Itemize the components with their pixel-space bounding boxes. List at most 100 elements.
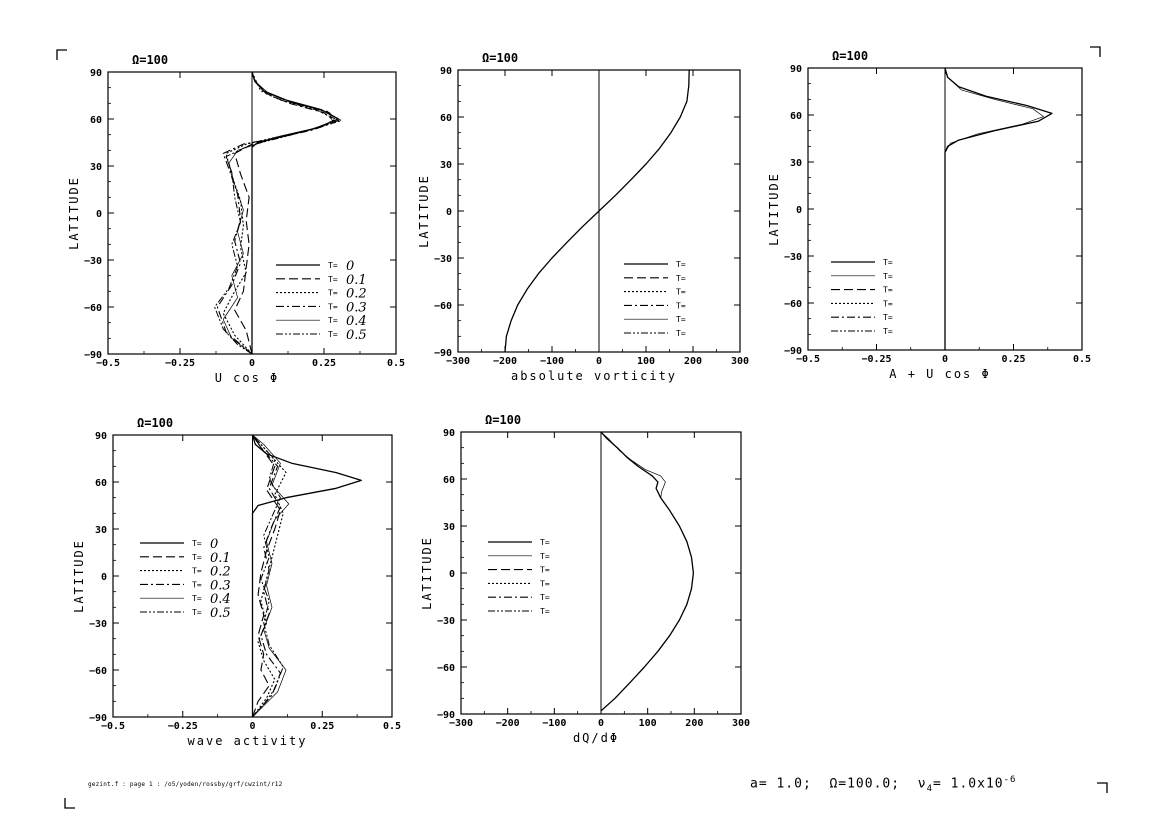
crop-mark-top-right: [1090, 46, 1101, 57]
x-tick-label: −300: [449, 718, 473, 729]
crop-mark-bottom-right: [1097, 782, 1108, 793]
series-line-1: [600, 431, 695, 712]
legend-value-2: 0.1: [346, 273, 367, 288]
y-tick-label: 90: [95, 431, 107, 442]
y-axis-label: LATITUDE: [420, 536, 434, 610]
y-tick-label: 90: [440, 66, 452, 77]
y-tick-label: −60: [784, 299, 802, 310]
x-axis-label: A + U cos Φ: [889, 367, 990, 381]
y-tick-label: 90: [90, 68, 102, 79]
y-tick-label: 60: [443, 475, 455, 486]
legend-label-3: T=: [676, 288, 686, 297]
legend-label-5: T=: [540, 593, 550, 602]
legend-label-2: T=: [883, 272, 893, 281]
legend-label-6: T=: [328, 330, 338, 339]
legend-label-3: T=: [192, 567, 202, 576]
x-tick-label: −0.25: [861, 354, 891, 365]
x-tick-label: 0.5: [383, 721, 401, 732]
series-line-2: [234, 71, 339, 355]
y-axis-label: LATITUDE: [67, 176, 81, 250]
y-tick-label: 30: [443, 522, 455, 533]
crop-marks: [56, 46, 1108, 809]
x-tick-label: −0.5: [796, 354, 820, 365]
legend-label-2: T=: [540, 552, 550, 561]
chart-panel-5: −300 −200 −100 0 100 200 300−90−60−300306090Ω=…: [420, 413, 750, 745]
x-tick-label: 0.25: [312, 358, 336, 369]
x-tick-label: 300: [732, 718, 750, 729]
x-tick-label: −0.25: [168, 721, 198, 732]
y-tick-label: 0: [446, 207, 452, 218]
series-line-6: [214, 71, 336, 355]
param-nu-value: = 1.0x10: [932, 776, 1004, 792]
chart-panel-2: −300 −200 −100 0 100 200 300−90−60−300306090Ω=…: [417, 51, 749, 383]
y-tick-label: 0: [449, 569, 455, 580]
x-tick-label: 200: [685, 718, 703, 729]
series-line-4: [216, 71, 337, 355]
legend-label-4: T=: [676, 301, 686, 310]
param-a: a= 1.0;: [750, 776, 812, 792]
x-tick-label: −100: [540, 356, 564, 367]
legend-value-2: 0.1: [210, 551, 231, 566]
param-omega: Ω=100.0;: [829, 776, 901, 792]
y-tick-label: 60: [95, 478, 107, 489]
param-nu: ν: [917, 776, 927, 792]
legend-label-3: T=: [883, 286, 893, 295]
y-tick-label: −90: [434, 348, 452, 359]
legend: T= T= T= T= T= T=: [831, 258, 893, 336]
y-axis-label: LATITUDE: [72, 539, 86, 613]
legend-label-2: T=: [192, 553, 202, 562]
y-tick-label: 90: [790, 64, 802, 75]
y-tick-label: 60: [790, 111, 802, 122]
legend-label-5: T=: [676, 315, 686, 324]
series-line-3: [252, 434, 287, 718]
x-tick-label: 0: [249, 721, 255, 732]
x-tick-label: 0: [249, 358, 255, 369]
y-tick-label: 0: [96, 209, 102, 220]
legend-label-5: T=: [883, 313, 893, 322]
series-line-3: [222, 71, 342, 355]
y-tick-label: 30: [95, 525, 107, 536]
legend-label-2: T=: [328, 275, 338, 284]
y-tick-label: 0: [101, 572, 107, 583]
chart-panel-3: −0.5 −0.25 0 0.25 0.5 −90 −60 −30 0 30 60 90 Ω=100 A …: [767, 49, 1091, 381]
crop-mark-top-left: [56, 49, 67, 60]
legend-label-6: T=: [540, 607, 550, 616]
y-tick-label: −60: [89, 666, 107, 677]
legend-value-5: 0.4: [346, 314, 367, 329]
legend-label-3: T=: [540, 566, 550, 575]
x-tick-label: 100: [639, 718, 657, 729]
x-axis-label: absolute vorticity: [511, 369, 677, 383]
chart-title: Ω=100: [482, 51, 518, 65]
x-tick-label: 300: [731, 356, 749, 367]
y-tick-label: 30: [790, 158, 802, 169]
chart-panel-1: −0.5 −0.25 0 0.25 0.5 −90 −60 −30 0 30 60 90 Ω=100 U …: [67, 53, 405, 385]
y-tick-label: −90: [784, 346, 802, 357]
crop-mark-bottom-left: [64, 798, 75, 809]
legend-label-4: T=: [192, 580, 202, 589]
x-tick-label: −100: [542, 718, 566, 729]
series-line-4: [252, 434, 281, 718]
legend-label-1: T=: [676, 260, 686, 269]
y-tick-label: −30: [434, 254, 452, 265]
y-tick-label: −90: [437, 710, 455, 721]
legend-label-3: T=: [328, 289, 338, 298]
legend-label-5: T=: [192, 594, 202, 603]
series-line-2: [944, 70, 1044, 153]
legend-label-6: T=: [676, 329, 686, 338]
x-tick-label: 0.5: [387, 358, 405, 369]
legend-label-4: T=: [540, 579, 550, 588]
x-tick-label: −0.5: [96, 358, 120, 369]
legend-value-4: 0.3: [346, 300, 367, 315]
x-tick-label: −300: [446, 356, 470, 367]
series-line-1: [944, 67, 1053, 350]
footer-parameters: a= 1.0; Ω=100.0; ν4= 1.0x10-6: [750, 775, 1016, 794]
legend: T= 0 T= 0.1 T= 0.2 T= 0.3 T= 0.4 T= 0.5: [276, 259, 367, 343]
legend-value-6: 0.5: [210, 606, 231, 621]
param-nu-exponent: -6: [1003, 775, 1017, 785]
x-tick-label: −200: [493, 356, 517, 367]
y-axis-label: LATITUDE: [767, 172, 781, 246]
series-line-1: [504, 69, 690, 353]
y-tick-label: −30: [89, 619, 107, 630]
x-tick-label: 100: [637, 356, 655, 367]
